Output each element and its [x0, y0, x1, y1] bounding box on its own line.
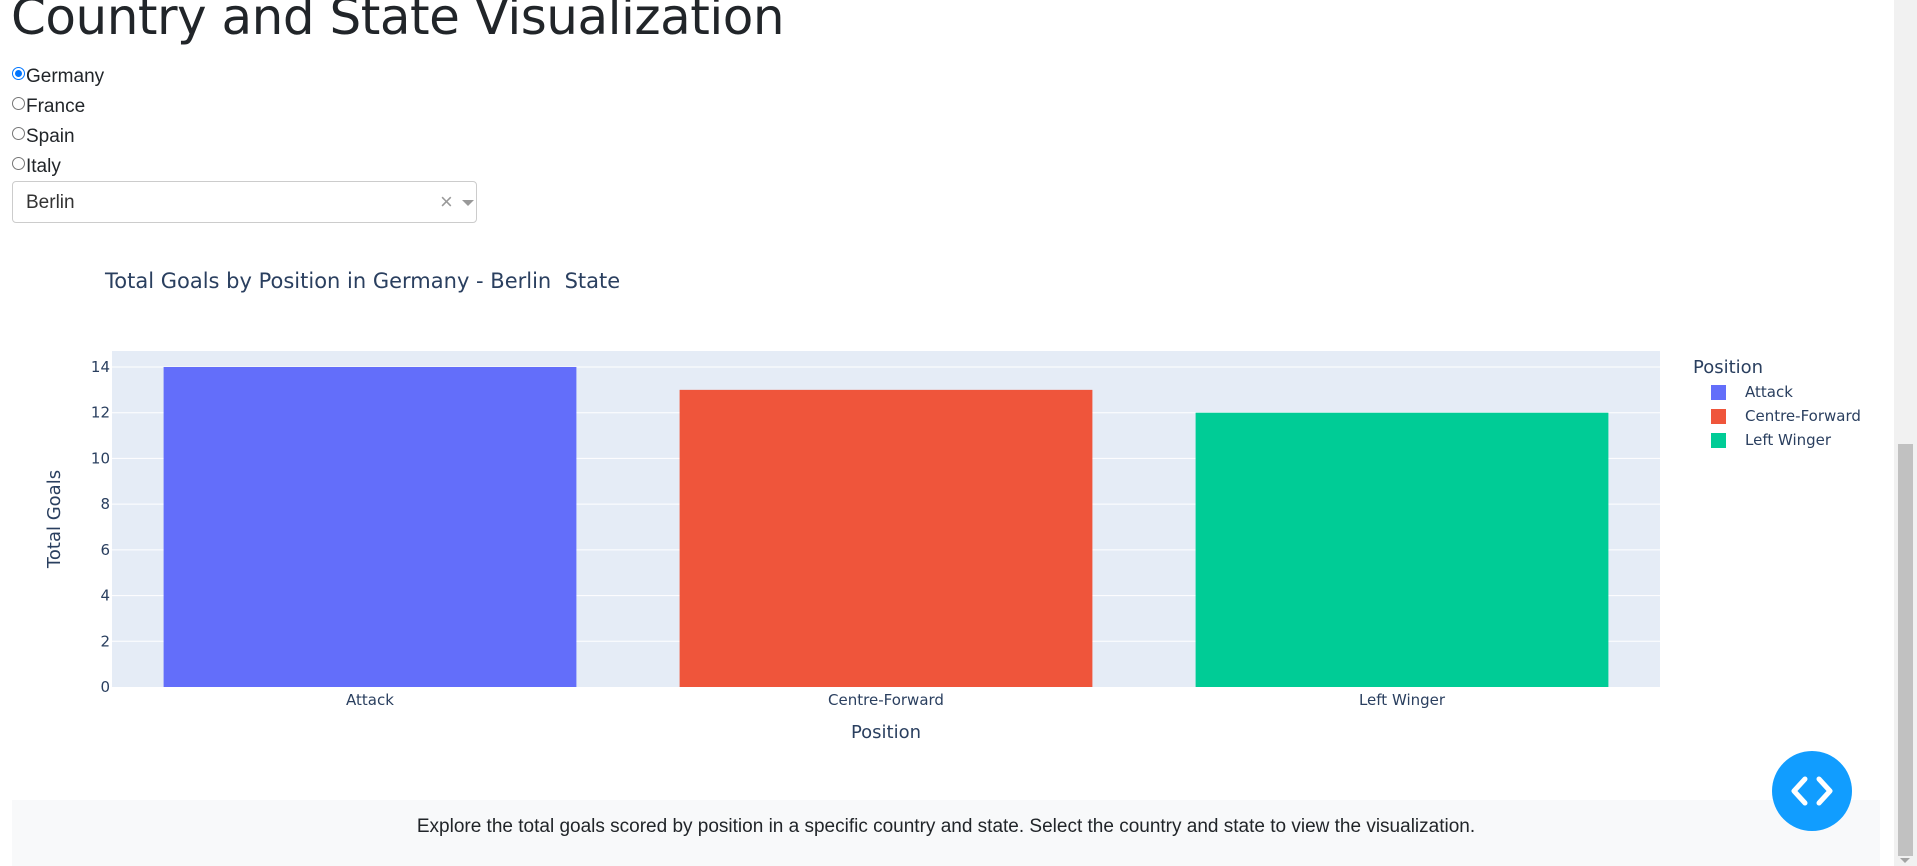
legend-swatch: [1711, 385, 1726, 400]
legend-label: Left Winger: [1745, 431, 1832, 449]
chart-title: Total Goals by Position in Germany - Ber…: [104, 269, 620, 293]
y-tick-label: 12: [91, 404, 110, 422]
legend-label: Centre-Forward: [1745, 407, 1861, 425]
y-tick-label: 4: [100, 587, 110, 605]
legend-label: Attack: [1745, 383, 1793, 401]
y-tick-label: 14: [91, 358, 110, 376]
y-tick-label: 6: [100, 541, 110, 559]
bar-chart: Total Goals by Position in Germany - Ber…: [44, 269, 1861, 743]
x-tick-labels: Attack Centre-Forward Left Winger: [346, 691, 1446, 709]
legend-title: Position: [1693, 357, 1763, 378]
legend-item[interactable]: Left Winger: [1711, 431, 1832, 449]
y-tick-labels: 0 2 4 6 8 10 12 14: [91, 358, 110, 696]
legend-swatch: [1711, 433, 1726, 448]
y-tick-label: 0: [100, 678, 110, 696]
bar-centre-forward[interactable]: [679, 389, 1093, 687]
radio-option-italy[interactable]: Italy: [12, 152, 104, 182]
x-axis-label: Position: [851, 722, 921, 743]
y-axis-label: Total Goals: [44, 470, 65, 569]
y-tick-label: 10: [91, 449, 110, 467]
radio-button-france[interactable]: [12, 96, 25, 110]
y-tick-label: 8: [100, 495, 110, 513]
bars[interactable]: [163, 367, 1609, 687]
page-title: Country and State Visualization: [11, 0, 785, 46]
x-tick-label: Attack: [346, 691, 394, 709]
footer-text: Explore the total goals scored by positi…: [416, 816, 1476, 837]
radio-button-germany[interactable]: [12, 66, 25, 80]
radio-label-germany: Germany: [26, 66, 105, 87]
state-dropdown[interactable]: Berlin ×: [12, 181, 477, 223]
code-toggle-button[interactable]: [1772, 751, 1852, 831]
x-tick-label: Centre-Forward: [828, 691, 944, 709]
x-tick-label: Left Winger: [1359, 691, 1446, 709]
legend-swatch: [1711, 409, 1726, 424]
state-dropdown-value: Berlin: [26, 192, 75, 213]
radio-option-spain[interactable]: Spain: [12, 122, 104, 152]
radio-label-italy: Italy: [26, 156, 61, 177]
clear-icon[interactable]: ×: [440, 189, 453, 214]
bar-attack[interactable]: [163, 367, 577, 687]
radio-label-france: France: [26, 96, 86, 117]
legend[interactable]: Attack Centre-Forward Left Winger: [1711, 383, 1861, 449]
bar-left-winger[interactable]: [1195, 412, 1609, 687]
footer: Explore the total goals scored by positi…: [12, 800, 1880, 866]
radio-option-france[interactable]: France: [12, 92, 104, 122]
radio-button-italy[interactable]: [12, 156, 25, 170]
legend-item[interactable]: Centre-Forward: [1711, 407, 1861, 425]
scroll-down-icon[interactable]: [1900, 858, 1910, 863]
y-tick-label: 2: [100, 632, 110, 650]
radio-option-germany[interactable]: Germany: [12, 62, 104, 92]
radio-button-spain[interactable]: [12, 126, 25, 140]
legend-item[interactable]: Attack: [1711, 383, 1793, 401]
code-icon: [1791, 776, 1833, 806]
radio-label-spain: Spain: [26, 126, 75, 147]
country-radio-group: Germany France Spain Italy: [12, 62, 104, 182]
chevron-down-icon[interactable]: [462, 200, 474, 206]
scrollbar-thumb[interactable]: [1898, 444, 1913, 856]
